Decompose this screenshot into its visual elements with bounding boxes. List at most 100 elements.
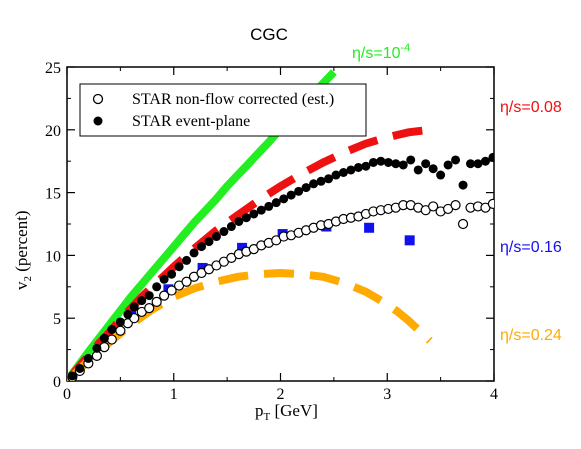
data-point-filled — [107, 325, 117, 335]
data-point-filled — [286, 190, 296, 200]
data-point-open — [115, 325, 126, 336]
y-tick-label: 20 — [45, 123, 61, 140]
data-point-filled — [182, 255, 192, 265]
legend-label-event-plane: STAR event-plane — [132, 113, 250, 130]
data-point-filled — [406, 155, 416, 165]
data-point-filled — [226, 222, 236, 232]
y-tick-label: 0 — [53, 374, 61, 391]
data-series — [67, 69, 494, 381]
data-point-open — [99, 341, 110, 353]
data-point-filled — [211, 232, 221, 242]
data-point-filled — [159, 274, 169, 284]
data-point-filled — [353, 162, 363, 172]
data-point-filled — [466, 159, 476, 169]
chart-title: CGC — [250, 25, 288, 44]
legend-marker-filled-circle — [93, 116, 103, 126]
x-tick-label: 4 — [490, 386, 498, 403]
data-point-filled — [75, 363, 85, 373]
data-point-filled — [115, 317, 125, 327]
legend-label-non-flow: STAR non-flow corrected (est.) — [132, 91, 334, 108]
series-1 — [67, 152, 494, 381]
data-point-filled — [249, 209, 259, 219]
data-point-filled — [421, 159, 431, 169]
data-point-filled — [83, 353, 93, 363]
data-point-filled — [338, 168, 348, 178]
y-tick-label: 10 — [45, 248, 61, 265]
data-point-open — [166, 285, 177, 296]
data-point-filled — [294, 186, 304, 196]
y-tick-label: 15 — [45, 186, 61, 203]
legend-box — [79, 83, 367, 137]
data-point-open — [457, 218, 469, 230]
data-point-square — [237, 242, 248, 253]
data-point-filled — [451, 155, 461, 165]
data-point-filled — [309, 179, 319, 189]
data-point-square — [197, 262, 208, 273]
legend: STAR non-flow corrected (est.) STAR even… — [79, 83, 367, 137]
data-point-filled — [271, 198, 281, 208]
x-tick-label: 3 — [383, 386, 391, 403]
data-point-filled — [167, 269, 177, 279]
annotation-eta-s-0.16: η/s=0.16 — [500, 239, 562, 256]
data-point-filled — [443, 160, 453, 170]
x-axis-label: pT [GeV] — [255, 401, 318, 423]
data-point-filled — [436, 170, 446, 180]
data-point-filled — [137, 296, 147, 306]
data-point-filled — [144, 291, 154, 301]
data-point-filled — [413, 165, 423, 175]
data-point-open — [144, 303, 155, 314]
annotation-eta-s-0.24: η/s=0.24 — [500, 327, 562, 344]
data-point-filled — [473, 159, 483, 169]
data-point-filled — [219, 227, 229, 237]
data-point-open — [181, 276, 192, 287]
data-point-filled — [331, 170, 341, 180]
data-point-open — [428, 201, 439, 212]
data-point-square — [404, 235, 415, 246]
data-point-filled — [391, 159, 401, 169]
data-point-filled — [241, 213, 251, 223]
data-point-square — [364, 222, 375, 233]
data-point-filled — [361, 161, 371, 171]
data-point-filled — [301, 183, 311, 193]
data-point-open — [450, 200, 461, 211]
data-point-filled — [368, 157, 378, 167]
annotation-eta-s-1e-4: η/s=10-4 — [352, 42, 410, 62]
data-point-filled — [234, 216, 244, 226]
data-point-open — [151, 296, 162, 307]
data-point-open — [106, 334, 117, 345]
y-axis-label: v2 (percent) — [12, 210, 34, 290]
data-point-filled — [458, 180, 468, 190]
data-point-filled — [123, 309, 133, 319]
series-0 — [67, 198, 494, 381]
data-point-filled — [383, 157, 393, 167]
data-point-filled — [264, 201, 274, 211]
data-point-filled — [152, 282, 162, 292]
data-point-filled — [197, 242, 207, 252]
data-point-filled — [92, 343, 102, 353]
data-point-filled — [376, 156, 386, 166]
data-point-open — [487, 198, 494, 210]
data-point-open — [159, 290, 170, 301]
data-point-filled — [324, 174, 334, 184]
data-point-filled — [67, 371, 77, 381]
data-point-filled — [480, 156, 490, 166]
data-point-filled — [256, 205, 266, 215]
annotation-eta-s-0.08: η/s=0.08 — [500, 99, 562, 116]
data-point-filled — [346, 165, 356, 175]
x-tick-label: 0 — [63, 386, 71, 403]
data-point-filled — [174, 262, 184, 272]
data-point-filled — [189, 248, 199, 258]
x-tick-label: 1 — [170, 386, 178, 403]
data-point-filled — [129, 302, 139, 312]
data-point-filled — [279, 194, 289, 204]
data-point-filled — [204, 237, 214, 247]
data-point-filled — [99, 333, 109, 343]
y-tick-label: 25 — [45, 60, 61, 77]
data-point-filled — [488, 152, 494, 162]
data-point-filled — [398, 160, 408, 170]
x-tick-label: 2 — [277, 386, 285, 403]
legend-marker-open-circle — [92, 93, 104, 105]
data-point-filled — [428, 164, 438, 174]
y-tick-label: 5 — [53, 311, 61, 328]
